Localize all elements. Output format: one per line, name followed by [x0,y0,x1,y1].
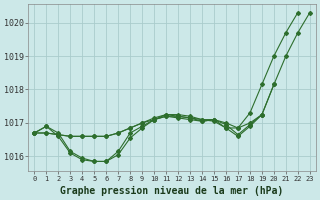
X-axis label: Graphe pression niveau de la mer (hPa): Graphe pression niveau de la mer (hPa) [60,186,284,196]
